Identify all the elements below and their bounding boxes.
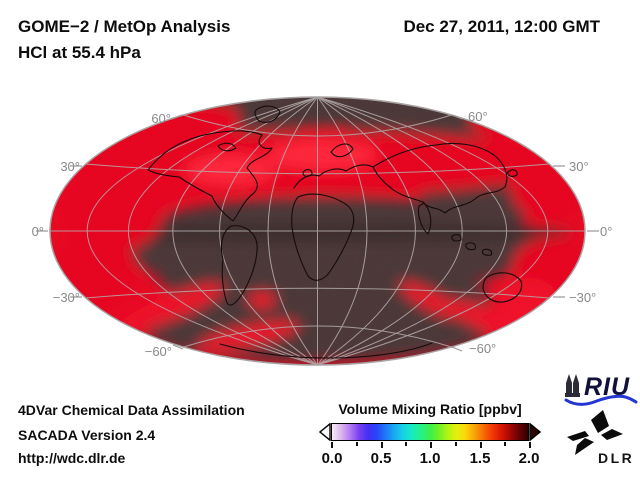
colorbar-title: Volume Mixing Ratio [ppbv] (338, 401, 522, 417)
lat-label-left-60: 60° (151, 111, 171, 126)
lat-label-left-0: 0° (32, 224, 44, 239)
footer-assimilation: 4DVar Chemical Data Assimilation (18, 402, 245, 418)
colorbar-left-arrow-icon (319, 423, 331, 441)
lat-label-right-0: 0° (600, 224, 612, 239)
lat-label-right-m60: −60° (469, 341, 496, 356)
lat-label-left-m30: −30° (53, 290, 80, 305)
cathedral-icon (565, 374, 580, 397)
graticule (50, 97, 585, 365)
map-field (50, 97, 585, 365)
lat-label-left-30: 30° (60, 159, 80, 174)
colorbar-tick-label: 1.5 (469, 450, 491, 467)
plot-subtitle: HCl at 55.4 hPa (18, 43, 141, 62)
colorbar-tick-label: 0.5 (370, 450, 392, 467)
colorbar-tick-label: 0.0 (321, 450, 343, 467)
colorbar-gradient (331, 423, 529, 441)
plot-datetime: Dec 27, 2011, 12:00 GMT (403, 17, 600, 36)
colorbar-tick (331, 442, 333, 448)
colorbar-tick (430, 442, 432, 448)
lat-label-right-m30: −30° (569, 290, 596, 305)
colorbar-tick-label: 2.0 (518, 450, 540, 467)
riu-wave-icon (564, 394, 638, 406)
colorbar-tick (355, 442, 358, 446)
dlr-logo: DLR (567, 410, 634, 466)
dlr-emblem-icon (567, 410, 623, 455)
riu-logo: RIU (564, 373, 638, 406)
colorbar-tick (504, 442, 507, 446)
colorbar-right-arrow-icon (529, 423, 541, 441)
colorbar-tick-label: 1.0 (419, 450, 441, 467)
map-boundary (49, 96, 586, 366)
lat-label-left-m60: −60° (145, 344, 172, 359)
colorbar-tick (405, 442, 408, 446)
footer-url: http://wdc.dlr.de (18, 450, 126, 466)
lat-label-right-60: 60° (468, 109, 488, 124)
colorbar-tick (454, 442, 457, 446)
colorbar-tick (380, 442, 383, 448)
colorbar-tick (479, 442, 482, 448)
dither-texture (50, 97, 585, 365)
latitude-labels: 60° 30° 0° −30° −60° 60° 30° 0° −30° −60… (32, 109, 613, 359)
colorbar-tick (528, 442, 531, 448)
colorbar (319, 423, 541, 441)
latitude-ticks (36, 114, 599, 352)
footer-version: SACADA Version 2.4 (18, 427, 156, 443)
coastlines (147, 105, 523, 359)
lat-label-right-30: 30° (569, 159, 589, 174)
plot-title: GOME−2 / MetOp Analysis (18, 17, 231, 36)
dlr-logo-text: DLR (598, 450, 634, 466)
